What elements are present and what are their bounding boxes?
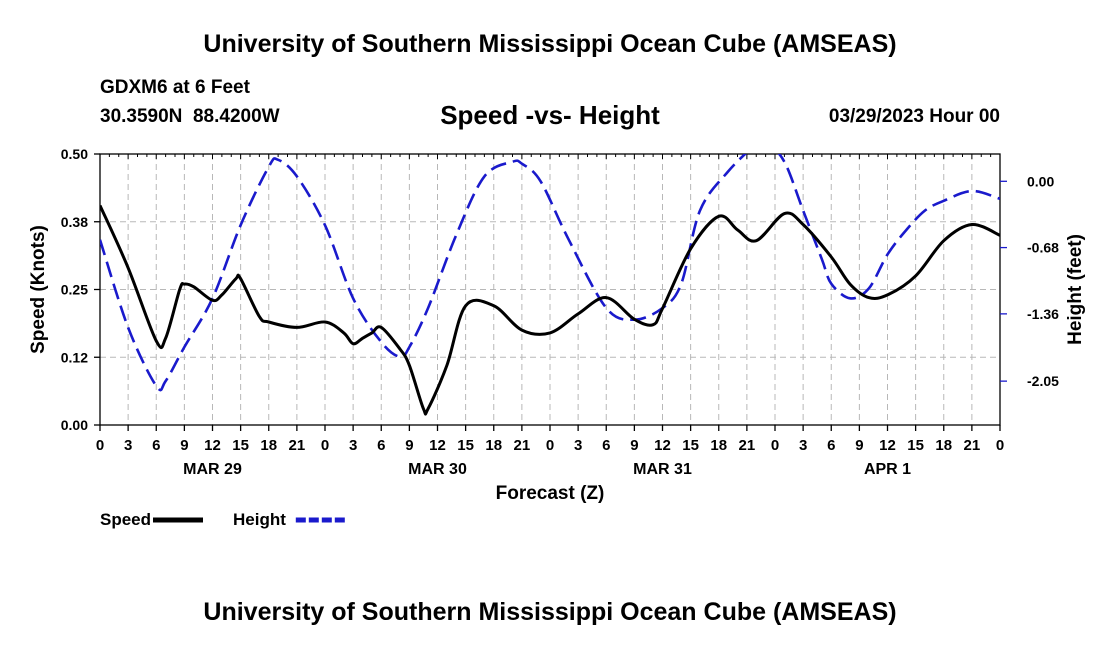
legend-label: Height — [233, 510, 286, 529]
x-tick-label: 12 — [879, 437, 896, 454]
left-tick-label: 0.38 — [61, 214, 88, 230]
x-tick-label: 12 — [429, 437, 446, 454]
forecast-datestamp: 03/29/2023 Hour 00 — [828, 106, 1000, 127]
x-tick-label: 21 — [739, 437, 756, 454]
series-line-speed — [100, 204, 1000, 416]
x-tick-label: 3 — [349, 437, 357, 454]
y-axis-title: Speed (Knots) — [28, 225, 49, 354]
left-tick-label: 0.50 — [61, 146, 88, 162]
x-tick-label: 15 — [232, 437, 249, 454]
x-tick-label: 9 — [405, 437, 413, 454]
x-tick-label: 18 — [260, 437, 277, 454]
x-tick-label: 6 — [827, 437, 835, 454]
x-axis-title: Forecast (Z) — [496, 483, 605, 504]
x-tick-label: 0 — [996, 437, 1004, 454]
chart-subtitle: Speed -vs- Height — [440, 100, 660, 130]
x-tick-label: 21 — [514, 437, 531, 454]
date-label: MAR 31 — [633, 461, 692, 478]
footer-title: University of Southern Mississippi Ocean… — [203, 598, 897, 626]
x-tick-label: 0 — [96, 437, 104, 454]
latitude: 30.3590N — [100, 106, 183, 127]
x-tick-label: 3 — [124, 437, 132, 454]
x-tick-label: 12 — [204, 437, 221, 454]
coordinates: 30.3590N 88.4200W — [100, 106, 280, 128]
x-tick-label: 15 — [682, 437, 699, 454]
x-tick-label: 3 — [799, 437, 807, 454]
x-tick-label: 6 — [377, 437, 385, 454]
x-tick-label: 6 — [152, 437, 160, 454]
y2-axis-title: Height (feet) — [1065, 234, 1086, 345]
longitude: 88.4200W — [192, 106, 280, 127]
left-tick-label: 0.12 — [61, 349, 88, 365]
x-tick-label: 9 — [855, 437, 863, 454]
x-tick-label: 9 — [630, 437, 638, 454]
station-label: GDXM6 at 6 Feet — [100, 77, 250, 98]
x-tick-label: 0 — [321, 437, 329, 454]
chart-title: University of Southern Mississippi Ocean… — [203, 30, 897, 58]
x-tick-label: 3 — [574, 437, 582, 454]
right-tick-label: 0.00 — [1027, 173, 1054, 189]
x-tick-label: 6 — [602, 437, 610, 454]
series-line-height — [100, 154, 1000, 392]
x-tick-label: 0 — [546, 437, 554, 454]
right-tick-label: -1.36 — [1027, 306, 1059, 322]
x-tick-label: 21 — [289, 437, 306, 454]
x-tick-label: 18 — [485, 437, 502, 454]
x-tick-label: 9 — [180, 437, 188, 454]
date-label: APR 1 — [864, 461, 911, 478]
date-label: MAR 30 — [408, 461, 467, 478]
left-tick-label: 0.25 — [61, 282, 88, 298]
x-tick-label: 12 — [654, 437, 671, 454]
x-tick-label: 18 — [710, 437, 727, 454]
date-label: MAR 29 — [183, 461, 242, 478]
legend-label: Speed — [100, 510, 151, 529]
x-tick-label: 0 — [771, 437, 779, 454]
left-tick-label: 0.00 — [61, 417, 88, 433]
right-tick-label: -2.05 — [1027, 373, 1059, 389]
x-tick-label: 18 — [935, 437, 952, 454]
x-tick-label: 21 — [964, 437, 981, 454]
x-tick-label: 15 — [907, 437, 924, 454]
x-tick-label: 15 — [457, 437, 474, 454]
right-tick-label: -0.68 — [1027, 240, 1059, 256]
